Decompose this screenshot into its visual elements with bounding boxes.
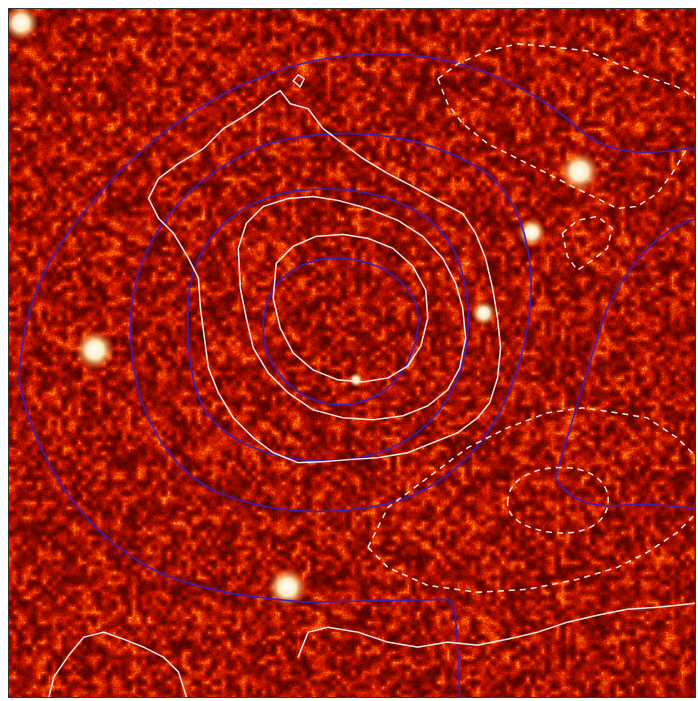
- blue-contour-outer-right: [18, 377, 461, 697]
- image-frame: [8, 8, 696, 698]
- dashed-contour-inner-ellipse: [506, 466, 609, 534]
- white-contour-bottom-right: [297, 602, 695, 658]
- blue-contour-core: [262, 257, 419, 406]
- blue-contour-right-lobe: [554, 218, 695, 510]
- white-contours: [48, 74, 695, 697]
- blue-contour-outer: [18, 53, 695, 378]
- blue-contour-inner: [187, 188, 470, 462]
- white-contour-2: [237, 195, 467, 421]
- blue-contour-mid: [129, 132, 532, 513]
- white-contour-3: [272, 233, 429, 383]
- dashed-contours: [367, 43, 695, 594]
- dashed-contour-top-right: [437, 43, 695, 210]
- white-contour-blob: [292, 74, 305, 88]
- blue-contours: [18, 53, 695, 697]
- dashed-contour-bottom-right: [367, 407, 695, 594]
- white-contour-outer: [147, 90, 502, 464]
- white-contour-bottom: [48, 631, 188, 697]
- contour-overlay: [18, 43, 695, 697]
- sky-noise-map: [9, 9, 695, 697]
- dashed-contour-small: [561, 215, 614, 272]
